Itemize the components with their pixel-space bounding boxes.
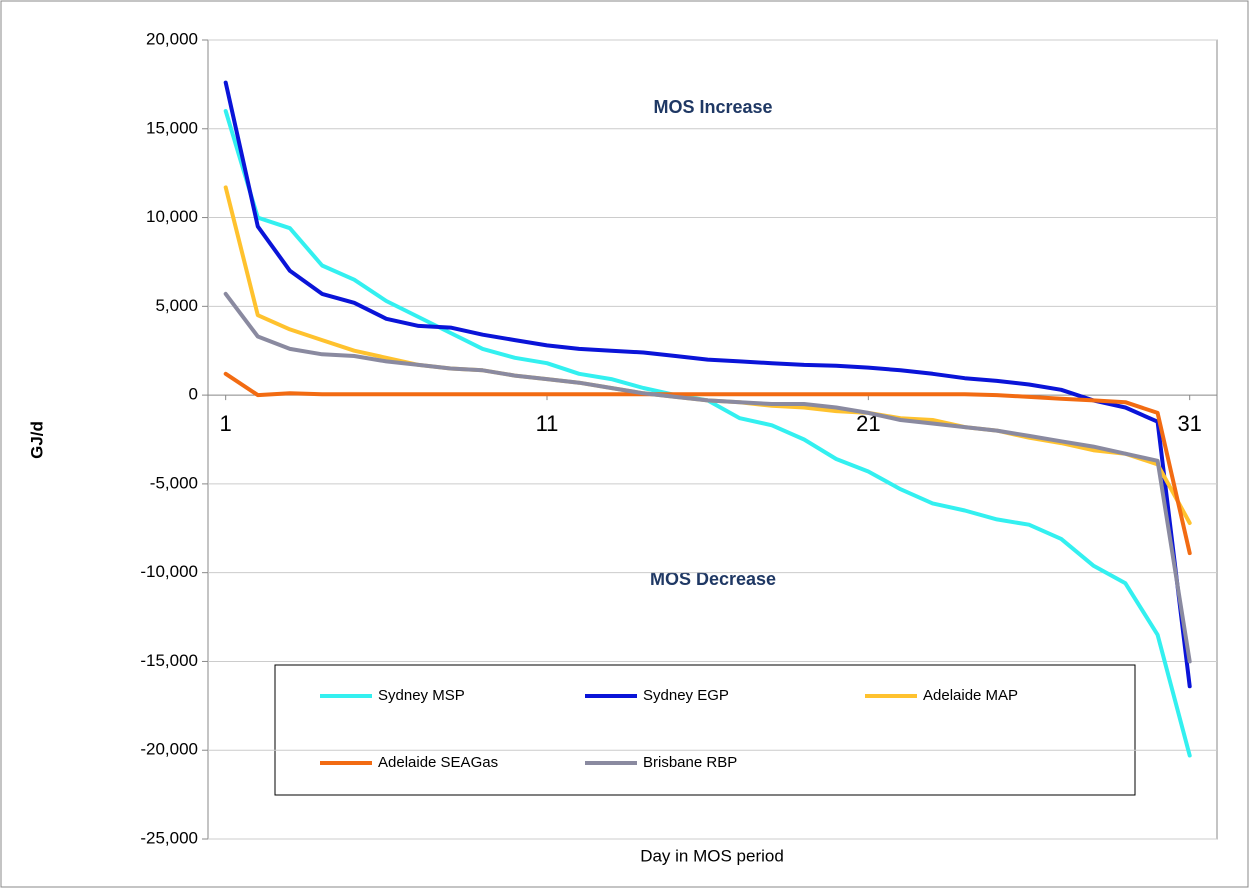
- y-tick-label: 5,000: [155, 296, 198, 315]
- x-tick-label: 11: [536, 411, 559, 436]
- series-line: [223, 291, 1192, 664]
- annotation: MOS Increase: [653, 97, 772, 117]
- y-tick-label: -5,000: [150, 473, 198, 492]
- legend-label: Sydney MSP: [378, 687, 465, 704]
- x-tick-label: 1: [220, 411, 232, 436]
- y-tick-label: 20,000: [146, 29, 198, 48]
- y-axis-label: GJ/d: [27, 421, 46, 459]
- legend-label: Brisbane RBP: [643, 754, 737, 771]
- legend-label: Adelaide MAP: [923, 687, 1018, 704]
- y-tick-label: 10,000: [146, 207, 198, 226]
- annotation: MOS Decrease: [650, 569, 776, 589]
- series-line: [223, 80, 1192, 689]
- series-line: [223, 371, 1192, 556]
- x-tick-label: 31: [1177, 411, 1201, 436]
- legend-label: Sydney EGP: [643, 687, 729, 704]
- y-tick-label: -10,000: [140, 562, 198, 581]
- y-tick-label: 0: [189, 385, 198, 404]
- legend: [274, 664, 1136, 796]
- y-tick-label: -15,000: [140, 651, 198, 670]
- legend-label: Adelaide SEAGas: [378, 754, 498, 771]
- x-axis-label: Day in MOS period: [640, 846, 784, 865]
- y-tick-label: 15,000: [146, 118, 198, 137]
- y-tick-label: -20,000: [140, 740, 198, 759]
- y-tick-label: -25,000: [140, 828, 198, 847]
